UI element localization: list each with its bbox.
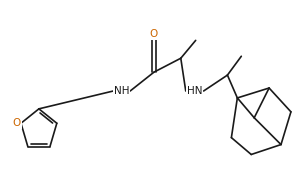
Text: O: O <box>13 118 21 128</box>
Text: NH: NH <box>114 86 129 96</box>
Text: O: O <box>150 29 158 39</box>
Text: HN: HN <box>187 86 202 96</box>
